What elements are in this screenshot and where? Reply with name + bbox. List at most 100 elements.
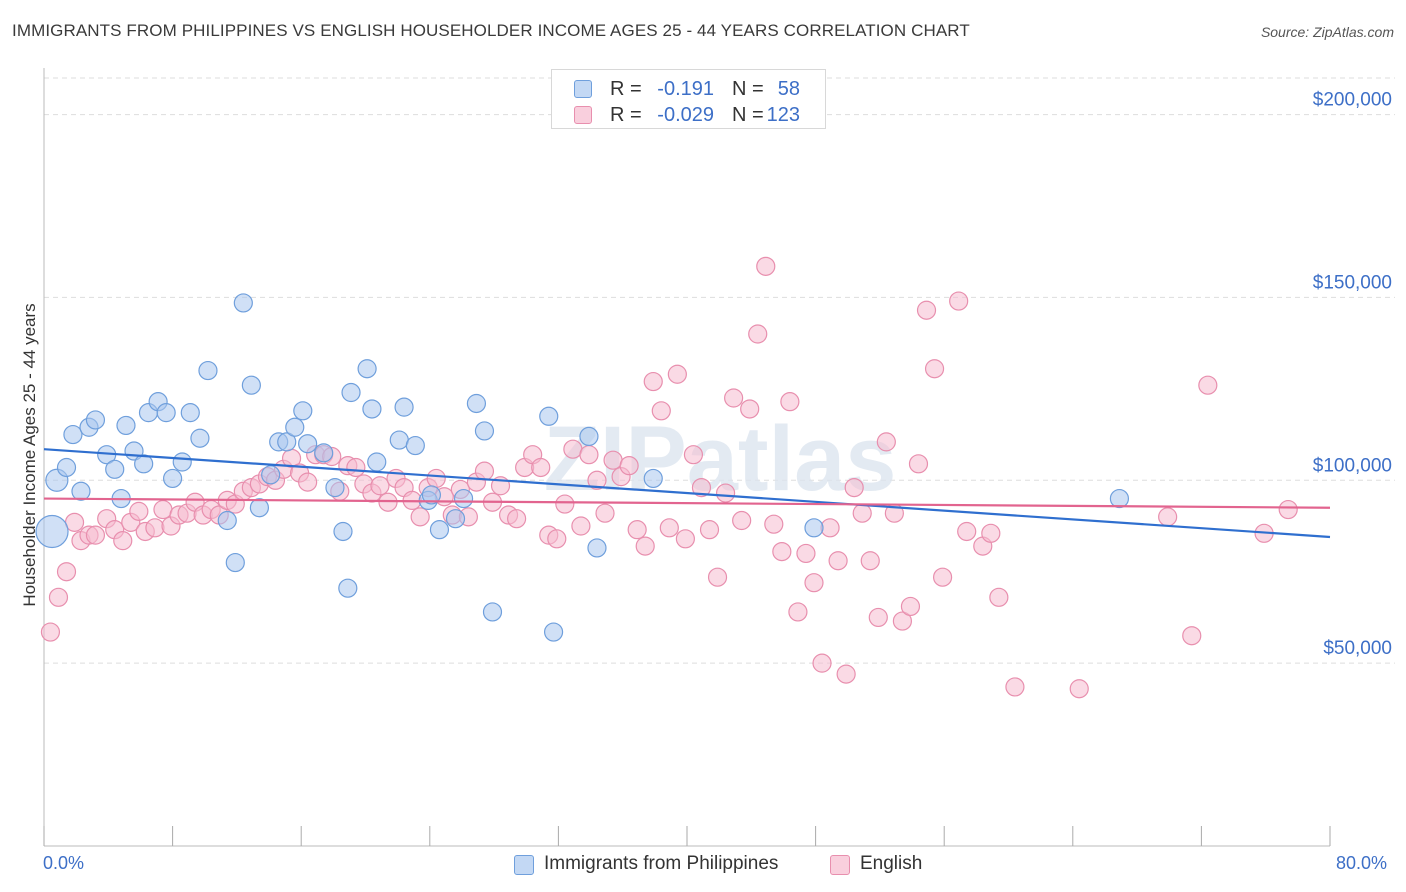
point-immigrants-from-philippines bbox=[180, 403, 200, 423]
point-immigrants-from-philippines bbox=[338, 578, 358, 598]
point-immigrants-from-philippines bbox=[362, 399, 382, 419]
point-english bbox=[788, 602, 808, 622]
point-english bbox=[1198, 375, 1218, 395]
point-english bbox=[683, 445, 704, 465]
point-english bbox=[85, 525, 106, 545]
point-english bbox=[860, 551, 880, 571]
r-value: -0.191 bbox=[657, 78, 714, 100]
point-english bbox=[699, 520, 720, 540]
point-immigrants-from-philippines bbox=[804, 518, 824, 538]
point-immigrants-from-philippines bbox=[190, 428, 210, 448]
point-immigrants-from-philippines bbox=[539, 406, 559, 426]
point-english bbox=[989, 587, 1009, 607]
point-english bbox=[507, 509, 527, 529]
point-immigrants-from-philippines bbox=[429, 520, 450, 540]
point-english bbox=[635, 536, 655, 556]
point-english bbox=[410, 507, 430, 527]
point-immigrants-from-philippines bbox=[285, 417, 305, 437]
legend-swatch-pink bbox=[830, 855, 850, 875]
point-english bbox=[426, 468, 446, 489]
point-immigrants-from-philippines bbox=[134, 454, 154, 474]
axes bbox=[43, 68, 1331, 847]
point-english bbox=[56, 562, 77, 582]
point-immigrants-from-philippines bbox=[163, 468, 183, 489]
point-english bbox=[740, 399, 760, 419]
point-english bbox=[651, 401, 671, 421]
point-immigrants-from-philippines bbox=[105, 459, 125, 479]
point-english bbox=[724, 388, 744, 408]
n-value: 123 bbox=[766, 104, 800, 126]
point-english bbox=[836, 664, 856, 684]
point-english bbox=[627, 520, 647, 540]
point-english bbox=[796, 543, 816, 564]
n-label: N = bbox=[732, 104, 764, 126]
point-immigrants-from-philippines bbox=[405, 435, 425, 456]
point-english bbox=[619, 456, 639, 476]
point-immigrants-from-philippines bbox=[225, 552, 245, 573]
point-english bbox=[715, 483, 736, 503]
stats-row-pink: R = -0.029 N = 123 bbox=[552, 102, 825, 128]
point-immigrants-from-philippines bbox=[85, 410, 106, 430]
point-immigrants-from-philippines bbox=[56, 457, 77, 478]
point-immigrants-from-philippines bbox=[474, 421, 495, 441]
stats-swatch-blue bbox=[574, 80, 592, 98]
point-immigrants-from-philippines bbox=[341, 382, 361, 403]
point-immigrants-from-philippines bbox=[587, 538, 607, 558]
point-english bbox=[892, 611, 913, 631]
point-immigrants-from-philippines bbox=[233, 293, 253, 313]
point-english bbox=[1278, 499, 1298, 520]
point-english bbox=[804, 573, 824, 593]
point-english bbox=[48, 587, 69, 607]
point-immigrants-from-philippines bbox=[421, 485, 442, 505]
r-label: R = bbox=[610, 78, 642, 100]
point-immigrants-from-philippines bbox=[217, 510, 237, 531]
point-english bbox=[40, 622, 61, 642]
point-english bbox=[852, 503, 872, 523]
point-immigrants-from-philippines bbox=[543, 622, 564, 642]
legend-swatch-blue bbox=[514, 855, 534, 875]
trend-line bbox=[43, 448, 1331, 539]
point-english bbox=[555, 494, 575, 514]
point-english bbox=[868, 607, 888, 628]
point-immigrants-from-philippines bbox=[579, 426, 599, 446]
point-immigrants-from-philippines bbox=[394, 397, 414, 417]
point-english bbox=[820, 518, 840, 538]
point-english bbox=[153, 499, 173, 520]
point-english bbox=[298, 472, 318, 492]
n-value: 58 bbox=[777, 78, 800, 100]
point-immigrants-from-philippines bbox=[249, 498, 270, 518]
point-english bbox=[957, 521, 977, 542]
point-immigrants-from-philippines bbox=[466, 393, 487, 414]
point-english bbox=[780, 392, 800, 412]
point-english bbox=[346, 457, 366, 478]
point-immigrants-from-philippines bbox=[298, 434, 318, 454]
point-immigrants-from-philippines bbox=[293, 401, 313, 421]
point-immigrants-from-philippines bbox=[482, 602, 503, 622]
point-english bbox=[908, 454, 929, 474]
r-label: R = bbox=[610, 104, 642, 126]
y-tick-label: $50,000 bbox=[1323, 638, 1392, 659]
point-english bbox=[772, 541, 792, 562]
point-english bbox=[981, 523, 1001, 543]
point-immigrants-from-philippines bbox=[357, 359, 377, 379]
point-immigrants-from-philippines bbox=[156, 403, 176, 423]
point-english bbox=[812, 653, 832, 673]
stats-row-blue: R = -0.191 N = 58 bbox=[552, 76, 825, 102]
point-english bbox=[378, 492, 398, 512]
legend-label: English bbox=[860, 853, 923, 874]
point-english bbox=[675, 529, 695, 549]
trend-lines bbox=[43, 448, 1331, 539]
stats-legend: R = -0.191 N = 58 R = -0.029 N = 123 bbox=[551, 69, 826, 129]
point-english bbox=[756, 256, 776, 276]
point-english bbox=[531, 457, 551, 478]
point-english bbox=[571, 516, 591, 536]
n-label: N = bbox=[732, 78, 764, 100]
legend-label: Immigrants from Philippines bbox=[544, 853, 779, 874]
point-english bbox=[748, 324, 768, 344]
point-english bbox=[916, 300, 937, 320]
point-english bbox=[129, 501, 149, 521]
point-english bbox=[1182, 626, 1202, 646]
y-tick-label: $100,000 bbox=[1313, 455, 1392, 476]
point-english bbox=[667, 364, 687, 384]
